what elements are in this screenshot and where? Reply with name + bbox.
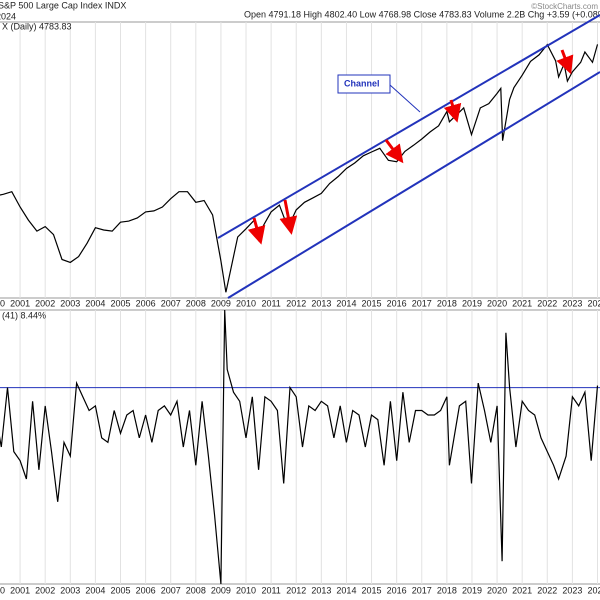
x-tick-label: 2020 (487, 585, 507, 595)
x-tick-label: 2010 (236, 585, 256, 595)
x-tick-label: 2022 (537, 298, 557, 308)
arrow (247, 217, 266, 245)
x-tick-label: 2007 (161, 298, 181, 308)
x-tick-label: 2007 (161, 585, 181, 595)
x-tick-label: 2023 (562, 585, 582, 595)
plot-frame (0, 21, 600, 299)
x-tick-label: 2011 (261, 298, 280, 308)
x-tick-label: 2006 (136, 585, 156, 595)
x-tick-label: 2000 (0, 298, 5, 308)
arrow (556, 49, 574, 75)
x-tick-label: 2019 (462, 298, 482, 308)
quote: Open 4791.18 High 4802.40 Low 4768.98 Cl… (244, 9, 600, 19)
x-tick-label: 2021 (512, 298, 532, 308)
x-tick-label: 2022 (537, 585, 557, 595)
x-tick-label: 2004 (85, 298, 105, 308)
channel-upper (217, 14, 600, 239)
x-tick-label: 2001 (10, 585, 30, 595)
x-tick-label: 2017 (412, 585, 432, 595)
x-tick-label: 2015 (362, 585, 382, 595)
x-tick-label: 2011 (261, 585, 280, 595)
x-tick-label: 2014 (336, 585, 356, 595)
x-tick-label: 2008 (186, 298, 206, 308)
x-tick-label: 2008 (186, 585, 206, 595)
x-tick-label: 2024 (587, 585, 600, 595)
x-tick-label: 2013 (311, 298, 331, 308)
x-tick-label: 2018 (437, 585, 457, 595)
callout-box (337, 74, 391, 94)
x-tick-label: 2016 (387, 585, 407, 595)
date: 2024 (0, 11, 16, 21)
legend-entry: X (Daily) 4783.83 (2, 21, 72, 31)
x-tick-label: 2014 (336, 298, 356, 308)
x-tick-label: 2012 (286, 585, 306, 595)
x-tick-label: 2002 (35, 585, 55, 595)
x-tick-label: 2009 (211, 585, 231, 595)
indicator-panel: 2000 2001 2002 2003 2004 2005 2006 2007 2008 2009… (0, 309, 600, 595)
x-tick-label: 2017 (412, 298, 432, 308)
x-tick-label: 2000 (0, 585, 5, 595)
x-tick-label: 2024 (587, 298, 600, 308)
x-tick-label: 2015 (362, 298, 382, 308)
x-tick-label: 2021 (512, 585, 532, 595)
arrow (279, 199, 298, 235)
x-tick-label: 2010 (236, 298, 256, 308)
arrows (247, 49, 574, 245)
x-tick-label: 2018 (437, 298, 457, 308)
series-line (0, 43, 599, 293)
arrow (384, 139, 404, 164)
x-tick-label: 2002 (35, 298, 55, 308)
plot-frame (0, 309, 600, 585)
x-tick-label: 2006 (136, 298, 156, 308)
series-line (0, 309, 599, 585)
x-tick-label: 2012 (286, 298, 306, 308)
callout-line (389, 84, 421, 113)
x-tick-label: 2003 (60, 298, 80, 308)
x-tick-label: 2001 (10, 298, 30, 308)
x-tick-label: 2019 (462, 585, 482, 595)
x-tick-label: 2005 (110, 585, 130, 595)
x-tick-label: 2005 (110, 298, 130, 308)
arrow (443, 99, 462, 123)
x-tick-label: 2020 (487, 298, 507, 308)
x-tick-label: 2016 (387, 298, 407, 308)
x-tick-label: 2023 (562, 298, 582, 308)
channel-lower (227, 71, 600, 299)
legend-entry: (41) 8.44% (2, 310, 46, 320)
x-tick-label: 2013 (311, 585, 331, 595)
callout-text: Channel (344, 78, 380, 88)
chart-title: S&P 500 Large Cap Index INDX (0, 0, 126, 10)
watermark: ©StockCharts.com (531, 2, 598, 11)
x-tick-label: 2003 (60, 585, 80, 595)
x-tick-label: 2009 (211, 298, 231, 308)
x-tick-label: 2004 (85, 585, 105, 595)
